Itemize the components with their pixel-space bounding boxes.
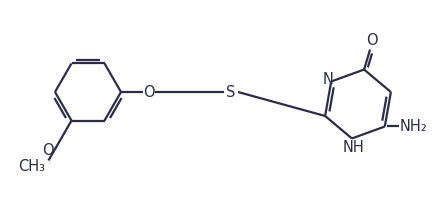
Text: CH₃: CH₃ [18, 159, 45, 174]
Text: O: O [366, 33, 378, 48]
Text: O: O [143, 85, 155, 99]
Text: N: N [323, 72, 334, 87]
Text: NH: NH [343, 140, 365, 155]
Text: S: S [226, 85, 235, 99]
Text: O: O [42, 143, 54, 158]
Text: NH₂: NH₂ [400, 119, 428, 134]
